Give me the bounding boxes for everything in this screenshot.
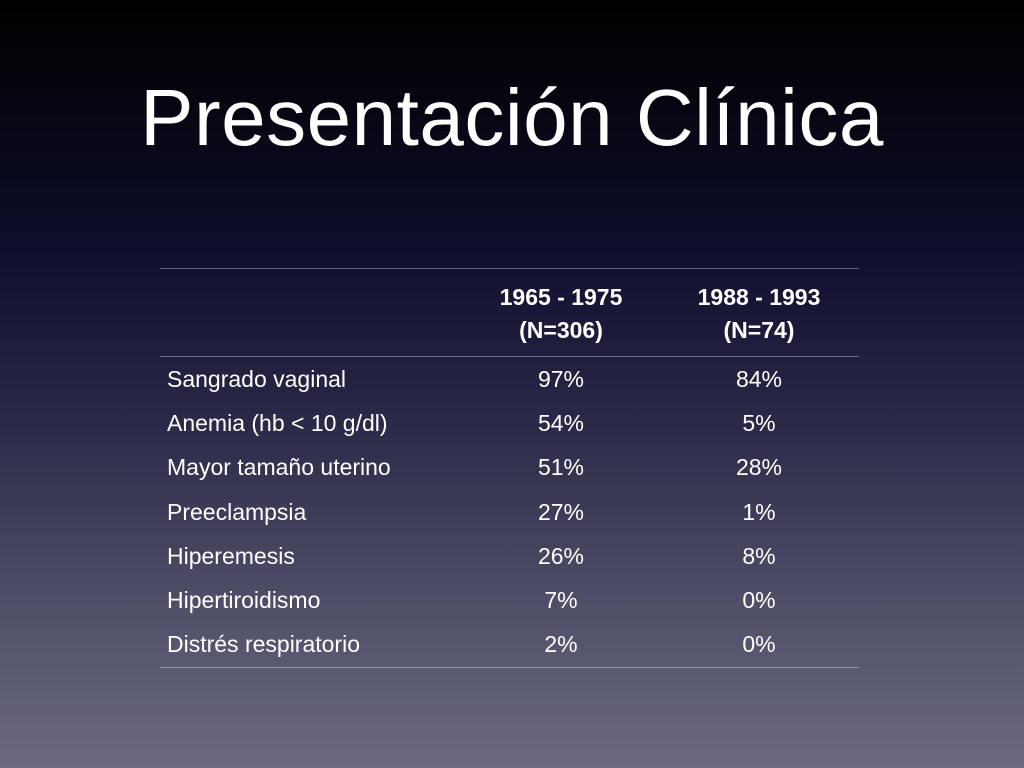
- row-label: Sangrado vaginal: [167, 365, 347, 392]
- table-row: Hipertiroidismo 7% 0%: [160, 578, 859, 622]
- value-1988-1993: 8%: [742, 542, 776, 569]
- header-period-1988-1993: 1988 - 1993 (N=74): [659, 269, 859, 357]
- value-1965-1975: 7%: [544, 587, 578, 614]
- row-label: Anemia (hb < 10 g/dl): [167, 409, 388, 436]
- value-1965-1975: 97%: [537, 365, 585, 392]
- row-label: Hipertiroidismo: [167, 587, 321, 614]
- header-period-label: 1965 - 1975: [499, 284, 623, 310]
- header-sample-size: (N=306): [519, 317, 603, 343]
- value-1988-1993: 84%: [735, 365, 783, 392]
- table-row: Anemia (hb < 10 g/dl) 54% 5%: [160, 401, 859, 445]
- value-1965-1975: 27%: [537, 498, 585, 525]
- value-1988-1993: 0%: [742, 631, 776, 658]
- header-period-1965-1975: 1965 - 1975 (N=306): [463, 269, 659, 357]
- value-1965-1975: 26%: [537, 542, 585, 569]
- value-1988-1993: 1%: [742, 498, 776, 525]
- header-sample-size: (N=74): [723, 317, 795, 343]
- row-label: Distrés respiratorio: [167, 631, 360, 658]
- row-label: Mayor tamaño uterino: [167, 454, 391, 481]
- slide-title: Presentación Clínica: [140, 73, 884, 162]
- clinical-table-container: 1965 - 1975 (N=306) 1988 - 1993 (N=74) S…: [160, 268, 859, 668]
- row-label: Preeclampsia: [167, 498, 307, 525]
- header-period-label: 1988 - 1993: [697, 284, 821, 310]
- table-row: Hiperemesis 26% 8%: [160, 534, 859, 578]
- value-1965-1975: 2%: [544, 631, 578, 658]
- value-1965-1975: 54%: [537, 409, 585, 436]
- clinical-presentation-table: 1965 - 1975 (N=306) 1988 - 1993 (N=74) S…: [160, 268, 859, 668]
- table-row: Preeclampsia 27% 1%: [160, 490, 859, 534]
- value-1988-1993: 28%: [735, 454, 783, 481]
- value-1988-1993: 0%: [742, 587, 776, 614]
- row-label: Hiperemesis: [167, 542, 295, 569]
- value-1965-1975: 51%: [537, 454, 585, 481]
- header-empty-cell: [160, 269, 463, 357]
- table-row: Mayor tamaño uterino 51% 28%: [160, 446, 859, 490]
- table-header-row: 1965 - 1975 (N=306) 1988 - 1993 (N=74): [160, 268, 859, 357]
- value-1988-1993: 5%: [742, 409, 776, 436]
- table-row: Distrés respiratorio 2% 0%: [160, 623, 859, 668]
- table-row: Sangrado vaginal 97% 84%: [160, 357, 859, 402]
